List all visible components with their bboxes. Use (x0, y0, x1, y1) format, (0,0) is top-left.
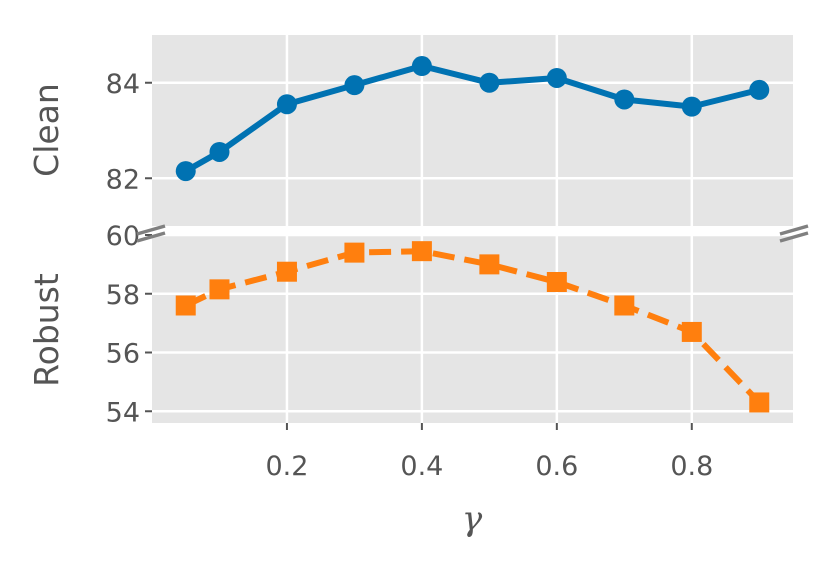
data-point-panel-1-4 (411, 241, 432, 262)
y-tick-label: 84 (106, 69, 140, 100)
x-tick-label: 0.2 (265, 451, 308, 482)
series-line-panel-1 (184, 248, 762, 405)
data-point-panel-0-1 (209, 141, 230, 162)
axis-break-left-icon (136, 224, 166, 243)
x-tick-label: 0.8 (670, 451, 713, 482)
data-point-panel-1-0 (175, 295, 196, 316)
y-tick-label: 60 (106, 221, 140, 252)
data-point-panel-0-6 (546, 67, 567, 88)
series-line-panel-0 (184, 63, 761, 174)
data-point-panel-1-2 (276, 261, 297, 282)
y-tick-label: 82 (106, 164, 140, 195)
data-point-panel-0-5 (479, 72, 500, 93)
top-panel-ylabel: Clean (27, 83, 66, 177)
bottom-panel-ylabel: Robust (27, 273, 66, 387)
x-tick-label: 0.4 (400, 451, 443, 482)
data-point-panel-0-7 (614, 89, 635, 110)
data-point-panel-1-8 (681, 321, 702, 342)
data-point-panel-0-4 (411, 56, 432, 77)
y-tick-label: 58 (106, 280, 140, 311)
x-axis-label: γ (462, 499, 483, 539)
series-layer (175, 56, 770, 413)
data-point-panel-0-3 (344, 75, 365, 96)
data-point-panel-1-5 (479, 254, 500, 275)
y-tick-label: 54 (106, 397, 140, 428)
data-point-panel-1-9 (749, 392, 770, 413)
data-point-panel-0-0 (175, 161, 196, 182)
data-point-panel-0-9 (749, 79, 770, 100)
x-tick-label: 0.6 (535, 451, 578, 482)
data-point-panel-1-3 (344, 242, 365, 263)
data-point-panel-0-8 (681, 96, 702, 117)
data-point-panel-0-2 (276, 94, 297, 115)
data-point-panel-1-7 (614, 295, 635, 316)
data-point-panel-1-1 (209, 279, 230, 300)
axis-break-right-icon (779, 224, 809, 243)
tick-labels: 0.2 0.4 0.6 0.8 82 84 54 56 58 60 (106, 69, 714, 482)
top-panel-background (152, 35, 793, 226)
y-tick-label: 56 (106, 339, 140, 370)
data-point-panel-1-6 (546, 272, 567, 292)
